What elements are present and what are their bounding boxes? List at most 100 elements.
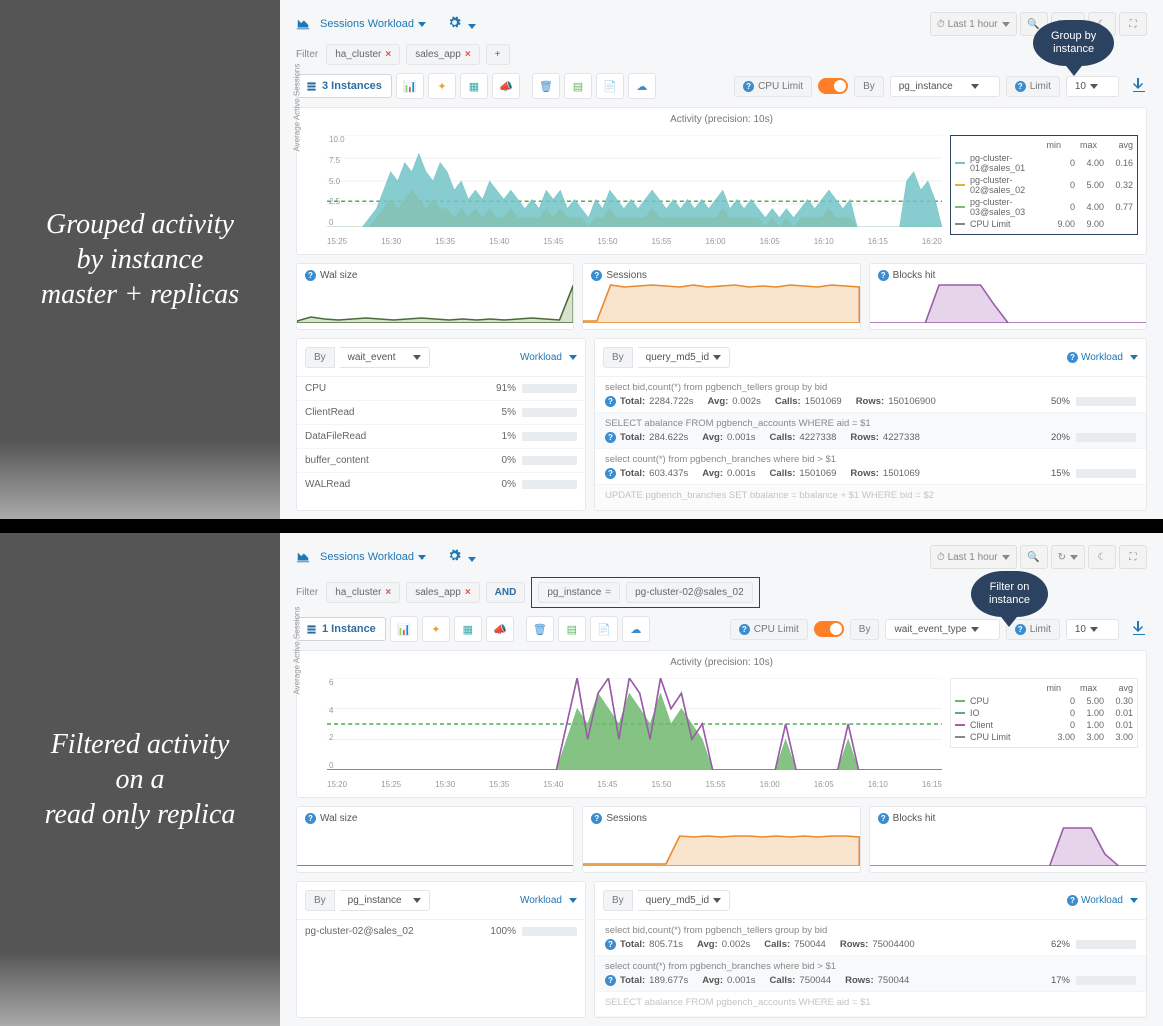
view-cloud-button[interactable]: ☁ (622, 616, 650, 642)
mini-chart[interactable]: ?Wal size (296, 806, 574, 873)
cpu-limit-toggle[interactable] (818, 78, 848, 94)
y-tick: 0 (329, 761, 333, 770)
view-table-button[interactable]: ▦ (454, 616, 482, 642)
legend-row[interactable]: CPU Limit9.009.00 (955, 218, 1133, 230)
page-title[interactable]: Sessions Workload (320, 551, 426, 563)
view-nodes-button[interactable]: ✦ (422, 616, 450, 642)
legend-row[interactable]: pg-cluster-01@sales_0104.000.16 (955, 152, 1133, 174)
remove-filter-icon[interactable]: × (385, 587, 391, 598)
limit-select[interactable]: 10 (1066, 76, 1119, 97)
refresh-button[interactable]: ↻ (1051, 545, 1085, 569)
legend-row[interactable]: Client01.000.01 (955, 719, 1133, 731)
right-by-select[interactable]: query_md5_id (638, 890, 730, 911)
remove-filter-icon[interactable]: × (465, 49, 471, 60)
query-row[interactable]: select count(*) from pgbench_branches wh… (595, 449, 1146, 485)
query-row[interactable]: select bid,count(*) from pgbench_tellers… (595, 920, 1146, 956)
view-report-button[interactable]: 📄 (596, 73, 624, 99)
mini-chart[interactable]: ?Blocks hit (869, 806, 1147, 873)
view-table-button[interactable]: ▦ (460, 73, 488, 99)
view-alerts-button[interactable]: 📣 (486, 616, 514, 642)
fullscreen-button[interactable]: ⛶ (1119, 545, 1147, 569)
query-row[interactable]: SELECT abalance FROM pgbench_accounts WH… (595, 413, 1146, 449)
query-row[interactable]: select count(*) from pgbench_branches wh… (595, 956, 1146, 992)
gear-icon[interactable] (448, 549, 476, 565)
by-label: By (850, 619, 880, 640)
view-db-button[interactable]: 🗑 (532, 73, 560, 99)
time-range-button[interactable]: ⏱ Last 1 hour (930, 545, 1017, 569)
x-axis: 15:2015:2515:3015:3515:4015:4515:5015:55… (327, 778, 942, 789)
table-row[interactable]: CPU 91% (297, 377, 585, 401)
instances-button[interactable]: 3 Instances (296, 74, 392, 98)
row-pct: 1% (484, 431, 516, 442)
remove-filter-icon[interactable]: × (465, 587, 471, 598)
limit-select[interactable]: 10 (1066, 619, 1119, 640)
workload-link[interactable]: Workload (520, 895, 577, 906)
table-row[interactable]: buffer_content 0% (297, 449, 585, 473)
theme-button[interactable]: ☾ (1088, 545, 1116, 569)
right-by-select[interactable]: query_md5_id (638, 347, 730, 368)
filter-chip[interactable]: pg-cluster-02@sales_02 (626, 582, 753, 603)
query-row[interactable]: SELECT abalance FROM pgbench_accounts WH… (595, 992, 1146, 1017)
mini-chart[interactable]: ?Blocks hit (869, 263, 1147, 330)
filter-label: Filter (296, 49, 318, 60)
view-db-button[interactable]: 🗑 (526, 616, 554, 642)
query-panel: By query_md5_id ? Workload select bid,co… (594, 881, 1147, 1018)
mini-chart[interactable]: ?Sessions (582, 806, 860, 873)
cpu-limit-toggle[interactable] (814, 621, 844, 637)
left-by-select[interactable]: wait_event (340, 347, 430, 368)
filter-chip[interactable]: ha_cluster × (326, 44, 400, 65)
download-icon[interactable] (1131, 77, 1147, 96)
view-grid-button[interactable]: ▤ (564, 73, 592, 99)
mini-chart[interactable]: ?Sessions (582, 263, 860, 330)
activity-chart-plot[interactable]: 6420 (327, 678, 942, 778)
legend-row[interactable]: CPU Limit3.003.003.00 (955, 731, 1133, 743)
query-bar (1076, 397, 1136, 406)
filter-chip[interactable]: sales_app × (406, 44, 479, 65)
add-filter-button[interactable]: + (486, 44, 510, 65)
filter-chip[interactable]: pg_instance = (538, 582, 620, 603)
query-pct: 62% (1051, 939, 1070, 950)
legend-row[interactable]: pg-cluster-02@sales_0205.000.32 (955, 174, 1133, 196)
instances-button[interactable]: 1 Instance (296, 617, 386, 641)
time-range-button[interactable]: ⏱ Last 1 hour (930, 12, 1017, 36)
group-by-select[interactable]: pg_instance (890, 76, 1000, 97)
legend-row[interactable]: pg-cluster-03@sales_0304.000.77 (955, 196, 1133, 218)
query-row[interactable]: UPDATE pgbench_branches SET bbalance = b… (595, 485, 1146, 510)
caption-text: Filtered activityon aread only replica (45, 727, 236, 832)
view-nodes-button[interactable]: ✦ (428, 73, 456, 99)
stat-avg-value: 0.001s (727, 468, 756, 479)
mini-chart[interactable]: ?Wal size (296, 263, 574, 330)
left-by-select[interactable]: pg_instance (340, 890, 430, 911)
legend-row[interactable]: IO01.000.01 (955, 707, 1133, 719)
remove-filter-icon[interactable]: × (385, 49, 391, 60)
x-axis: 15:2515:3015:3515:4015:4515:5015:5516:00… (327, 235, 942, 246)
workload-link[interactable]: Workload (520, 352, 577, 363)
table-row[interactable]: ClientRead 5% (297, 401, 585, 425)
query-row[interactable]: select bid,count(*) from pgbench_tellers… (595, 377, 1146, 413)
activity-chart-plot[interactable]: 10.07.55.02.50 (327, 135, 942, 235)
download-icon[interactable] (1131, 620, 1147, 639)
group-by-select[interactable]: wait_event_type (885, 619, 999, 640)
filter-chip[interactable]: ha_cluster × (326, 582, 400, 603)
by-label: By (603, 890, 633, 911)
view-alerts-button[interactable]: 📣 (492, 73, 520, 99)
x-tick: 16:15 (922, 780, 942, 789)
view-report-button[interactable]: 📄 (590, 616, 618, 642)
workload-link[interactable]: ? Workload (1067, 895, 1138, 906)
table-row[interactable]: WALRead 0% (297, 473, 585, 496)
zoom-out-button[interactable]: 🔍 (1020, 545, 1048, 569)
fullscreen-button[interactable]: ⛶ (1119, 12, 1147, 36)
view-chart-button[interactable]: 📊 (390, 616, 418, 642)
table-row[interactable]: DataFileRead 1% (297, 425, 585, 449)
view-chart-button[interactable]: 📊 (396, 73, 424, 99)
workload-link[interactable]: ? Workload (1067, 352, 1138, 363)
view-cloud-button[interactable]: ☁ (628, 73, 656, 99)
info-icon: ? (739, 624, 750, 635)
legend-row[interactable]: CPU05.000.30 (955, 695, 1133, 707)
filter-chip[interactable]: sales_app × (406, 582, 479, 603)
limit-label: ? Limit (1006, 76, 1060, 97)
gear-icon[interactable] (448, 16, 476, 32)
table-row[interactable]: pg-cluster-02@sales_02 100% (297, 920, 585, 943)
page-title[interactable]: Sessions Workload (320, 18, 426, 30)
view-grid-button[interactable]: ▤ (558, 616, 586, 642)
